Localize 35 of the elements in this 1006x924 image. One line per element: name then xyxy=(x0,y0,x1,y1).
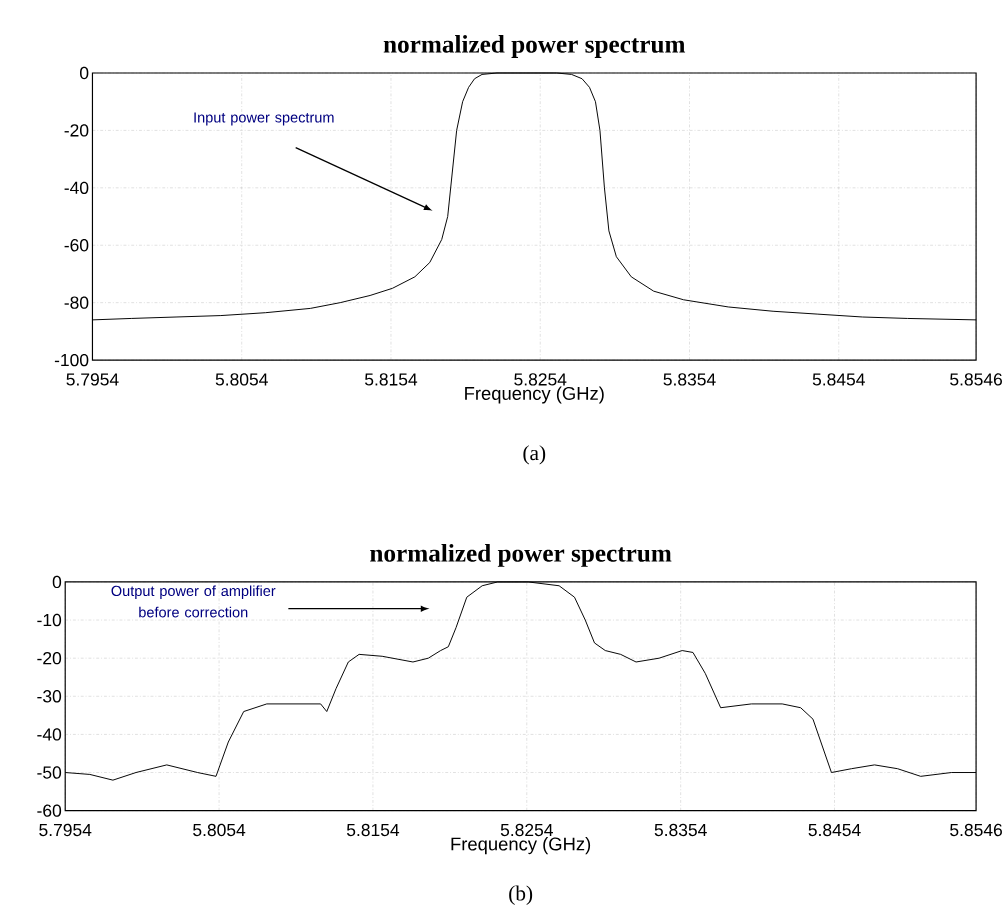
x-tick-label: 5.8354 xyxy=(663,372,716,386)
y-tick-label: -20 xyxy=(37,651,62,665)
x-tick-label: 5.8054 xyxy=(215,372,268,386)
y-tick-label: 0 xyxy=(80,66,89,79)
y-tick-label: -40 xyxy=(64,181,89,194)
y-tick-label: -80 xyxy=(64,296,89,309)
x-tick-label: 5.8254 xyxy=(500,823,553,836)
x-tick-label: 5.8254 xyxy=(514,372,567,386)
y-tick-label: -100 xyxy=(54,353,89,367)
text: (b) xyxy=(509,885,533,905)
y-tick-label: -60 xyxy=(37,804,62,817)
x-tick-label: 5.8546 xyxy=(950,823,1002,836)
y-tick-label: -10 xyxy=(37,613,62,626)
y-tick-label: -50 xyxy=(37,766,62,779)
x-tick-label: 5.8454 xyxy=(812,372,865,386)
chart-title: normalized power spectrum xyxy=(370,543,672,567)
annotation: Output power of amplifier before correction xyxy=(111,585,276,618)
y-tick-label: -40 xyxy=(37,727,62,741)
x-axis-title: Frequency (GHz) xyxy=(451,836,591,854)
x-tick-label: 5.8454 xyxy=(808,823,861,836)
y-tick-label: -30 xyxy=(37,689,62,703)
chart-title: normalized power spectrum xyxy=(383,34,686,58)
x-tick-label: 5.8154 xyxy=(346,823,400,836)
x-tick-label: 5.8546 xyxy=(950,372,1002,386)
y-tick-label: 0 xyxy=(52,575,62,588)
x-tick-label: 5.8154 xyxy=(364,372,418,386)
x-axis-title: Frequency (GHz) xyxy=(465,386,604,404)
x-tick-label: 5.7954 xyxy=(66,372,119,386)
y-tick-label: -60 xyxy=(64,238,89,252)
text: (a) xyxy=(523,444,546,465)
x-tick-label: 5.7954 xyxy=(39,823,92,836)
x-tick-label: 5.8354 xyxy=(654,823,707,836)
annotation: Input power spectrum xyxy=(194,112,334,126)
y-tick-label: -20 xyxy=(64,123,89,137)
x-tick-label: 5.8054 xyxy=(193,823,246,836)
